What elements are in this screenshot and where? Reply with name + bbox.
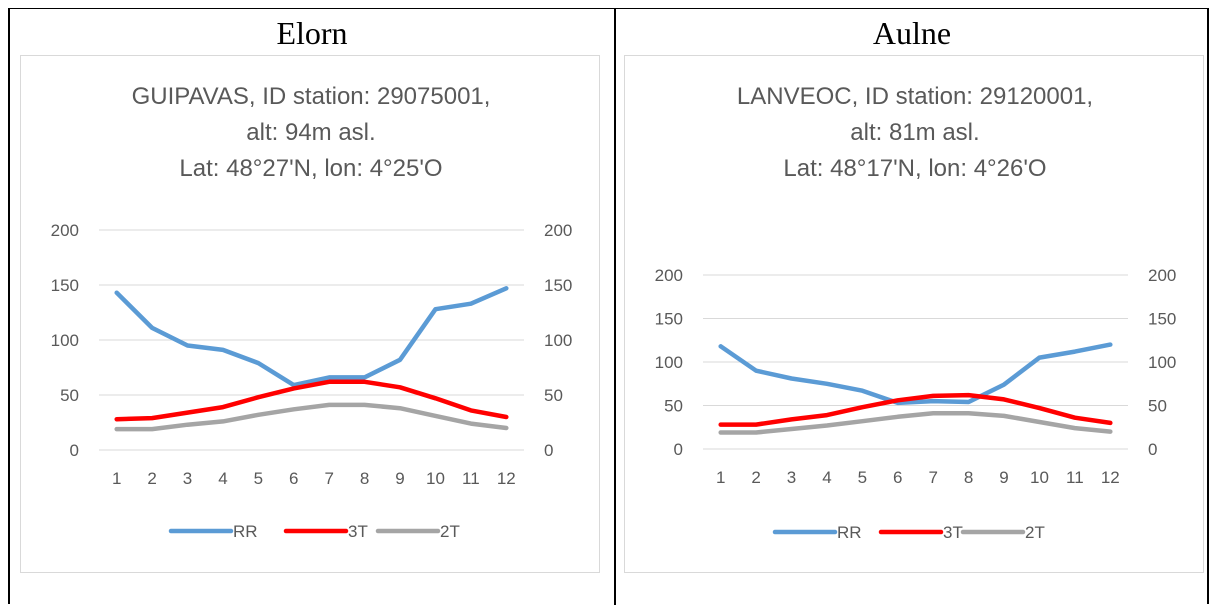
x-tick-label: 5: [254, 469, 263, 488]
y-tick-label-left: 0: [70, 441, 79, 460]
panel-title-left: Elorn: [276, 15, 348, 51]
y-tick-label-right: 100: [544, 331, 572, 350]
chart-title-line: Lat: 48°17'N, lon: 4°26'O: [783, 155, 1046, 182]
y-tick-label-left: 100: [51, 331, 79, 350]
x-tick-label: 12: [497, 469, 516, 488]
x-tick-label: 12: [1101, 468, 1120, 487]
series-line-2t: [718, 411, 1113, 435]
series-line-3t: [718, 392, 1113, 427]
legend-label-rr: RR: [837, 523, 862, 542]
y-tick-label-right: 0: [1148, 440, 1157, 459]
y-tick-label-left: 0: [674, 440, 683, 459]
series-line-rr: [114, 286, 509, 388]
y-tick-label-right: 200: [544, 221, 572, 240]
x-tick-label: 10: [1030, 468, 1049, 487]
series-line-rr: [718, 342, 1113, 406]
y-tick-label-right: 50: [544, 386, 563, 405]
series-line-3t: [114, 379, 509, 422]
table-frame: [8, 8, 1209, 604]
chart-title-line: GUIPAVAS, ID station: 29075001,: [132, 83, 491, 110]
x-tick-label: 6: [289, 469, 298, 488]
legend-label-3t: 3T: [348, 522, 368, 541]
x-tick-label: 2: [751, 468, 760, 487]
panel-title-right: Aulne: [872, 15, 952, 51]
y-tick-label-left: 100: [655, 353, 683, 372]
chart-title-line: LANVEOC, ID station: 29120001,: [737, 83, 1093, 110]
y-tick-label-left: 50: [664, 397, 683, 416]
y-tick-label-right: 150: [544, 276, 572, 295]
legend-label-2t: 2T: [1025, 523, 1045, 542]
x-tick-label: 9: [395, 469, 404, 488]
y-tick-label-right: 150: [1148, 310, 1176, 329]
x-tick-label: 3: [183, 469, 192, 488]
y-tick-label-right: 50: [1148, 397, 1167, 416]
chart-title-line: alt: 94m asl.: [246, 119, 375, 146]
x-tick-label: 9: [999, 468, 1008, 487]
y-tick-label-right: 200: [1148, 266, 1176, 285]
x-tick-label: 6: [893, 468, 902, 487]
y-tick-label-right: 0: [544, 441, 553, 460]
legend-label-3t: 3T: [943, 523, 963, 542]
x-tick-label: 8: [360, 469, 369, 488]
x-tick-label: 1: [112, 469, 121, 488]
y-tick-label-left: 150: [51, 276, 79, 295]
chart-title-line: Lat: 48°27'N, lon: 4°25'O: [179, 155, 442, 182]
chart-guipavas: GUIPAVAS, ID station: 29075001, alt: 94m …: [20, 55, 600, 573]
x-tick-label: 4: [218, 469, 227, 488]
column-divider: [614, 8, 616, 605]
chart-lanveoc-svg: LANVEOC, ID station: 29120001, alt: 81m a…: [655, 83, 1177, 542]
legend-label-2t: 2T: [440, 522, 460, 541]
chart-lanveoc: LANVEOC, ID station: 29120001, alt: 81m a…: [624, 55, 1204, 573]
x-tick-label: 7: [928, 468, 937, 487]
x-tick-label: 5: [858, 468, 867, 487]
legend-label-rr: RR: [233, 522, 258, 541]
x-tick-label: 1: [716, 468, 725, 487]
series-line-2t: [114, 402, 509, 432]
x-tick-label: 8: [964, 468, 973, 487]
x-tick-label: 10: [426, 469, 445, 488]
x-tick-label: 7: [324, 469, 333, 488]
y-tick-label-left: 200: [51, 221, 79, 240]
x-tick-label: 11: [1066, 468, 1084, 487]
chart-title-line: alt: 81m asl.: [850, 119, 979, 146]
y-tick-label-left: 50: [60, 386, 79, 405]
x-tick-label: 2: [147, 469, 156, 488]
x-tick-label: 3: [787, 468, 796, 487]
y-tick-label-left: 150: [655, 310, 683, 329]
x-tick-label: 4: [822, 468, 831, 487]
x-tick-label: 11: [462, 469, 480, 488]
y-tick-label-left: 200: [655, 266, 683, 285]
chart-guipavas-svg: GUIPAVAS, ID station: 29075001, alt: 94m …: [51, 83, 573, 541]
y-tick-label-right: 100: [1148, 353, 1176, 372]
